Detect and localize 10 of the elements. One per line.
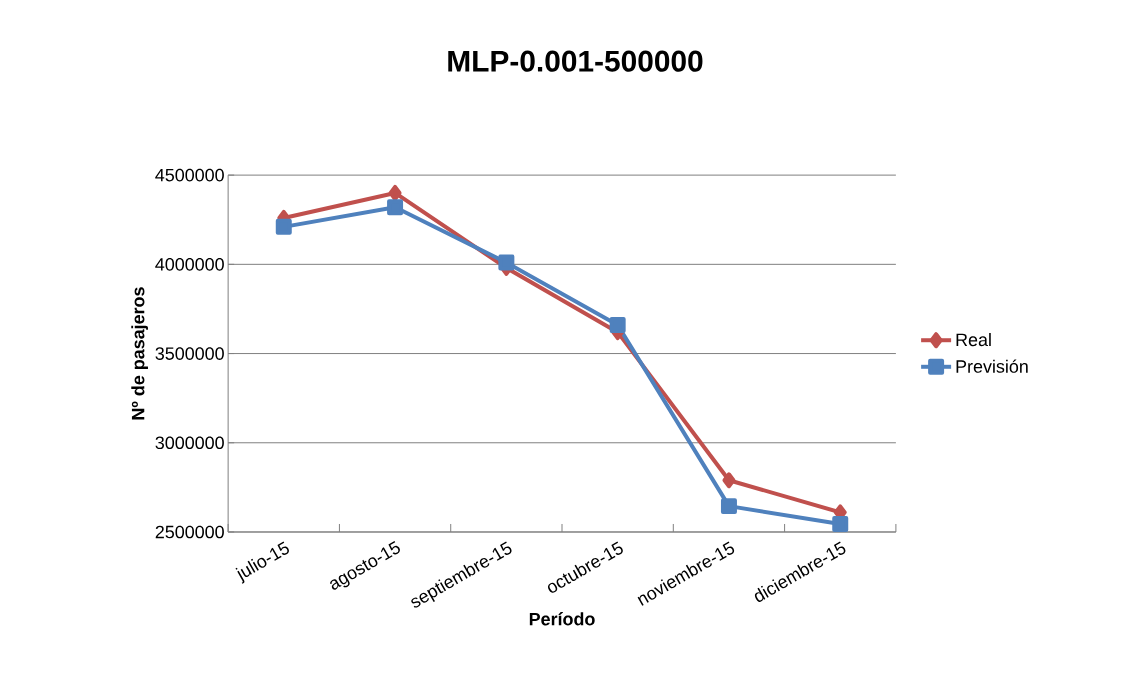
y-tick-label: 3500000 <box>155 347 224 360</box>
x-axis-title: Período <box>529 612 595 626</box>
legend-label: Real <box>956 332 991 347</box>
y-axis-title: Nº de pasajeros <box>131 287 148 420</box>
chart-title: MLP-0.001-500000 <box>448 50 703 72</box>
legend-label: Previsión <box>956 359 1028 373</box>
y-tick-label: 3000000 <box>155 436 224 450</box>
y-tick-label: 4000000 <box>155 257 224 271</box>
y-tick-label: 2500000 <box>155 525 224 539</box>
y-tick-label: 4500000 <box>155 168 224 182</box>
